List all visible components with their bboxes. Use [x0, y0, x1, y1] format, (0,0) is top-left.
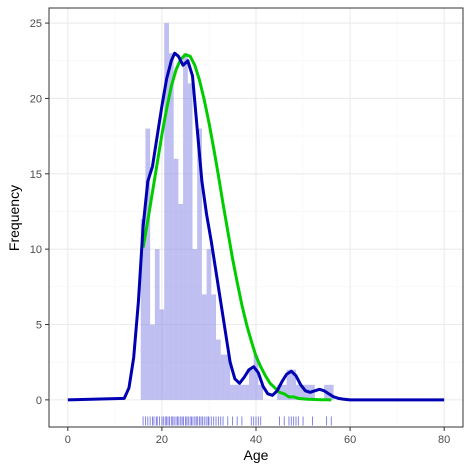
histogram-bar [164, 23, 169, 400]
histogram-bars [140, 23, 334, 400]
histogram-bar [258, 384, 264, 400]
histogram-bar [183, 53, 188, 400]
histogram-bar [211, 294, 217, 400]
x-tick-label: 20 [156, 434, 168, 446]
y-tick-label: 25 [30, 18, 42, 30]
x-tick-label: 80 [438, 434, 450, 446]
x-tick-label: 60 [344, 434, 356, 446]
y-axis-title: Frequency [6, 185, 22, 251]
histogram-bar [192, 249, 198, 400]
histogram-bar [225, 354, 231, 400]
y-tick-label: 15 [30, 169, 42, 181]
histogram-bar [197, 128, 202, 400]
histogram-bar [150, 324, 155, 400]
x-axis-ticks: 0 20 40 60 80 [65, 427, 450, 446]
y-tick-label: 5 [36, 320, 42, 332]
y-tick-label: 10 [30, 244, 42, 256]
histogram-bar [230, 384, 235, 400]
x-tick-label: 0 [65, 434, 71, 446]
x-tick-label: 40 [250, 434, 262, 446]
histogram-bar [201, 294, 207, 400]
histogram-bar [187, 83, 193, 400]
histogram-bar [291, 369, 296, 400]
histogram-bar [244, 384, 249, 400]
histogram-bar [253, 354, 259, 400]
histogram-bar [286, 369, 292, 400]
histogram-bar [216, 339, 221, 400]
x-axis-title: Age [244, 447, 269, 463]
normal-fit-line [141, 53, 332, 402]
histogram-bar [140, 219, 146, 400]
histogram-bar [300, 384, 306, 400]
histogram-bar [145, 128, 151, 400]
histogram-bar [154, 249, 160, 400]
density-line [67, 51, 445, 402]
histogram-bar [159, 309, 165, 400]
histogram-bar [234, 384, 240, 400]
histogram-bar [220, 354, 226, 400]
histogram-bar [173, 158, 179, 400]
histogram-bar [295, 384, 301, 400]
histogram-bar [178, 203, 184, 400]
y-tick-label: 0 [36, 395, 42, 407]
y-tick-label: 20 [30, 93, 42, 105]
histogram-bar [248, 369, 254, 400]
histogram-bar [168, 53, 174, 400]
histogram-bar [239, 384, 245, 400]
histogram-bar [328, 384, 334, 400]
rug-marks [142, 416, 332, 426]
histogram-bar [206, 249, 212, 400]
y-axis-ticks: 0 5 10 15 20 25 [30, 18, 49, 407]
